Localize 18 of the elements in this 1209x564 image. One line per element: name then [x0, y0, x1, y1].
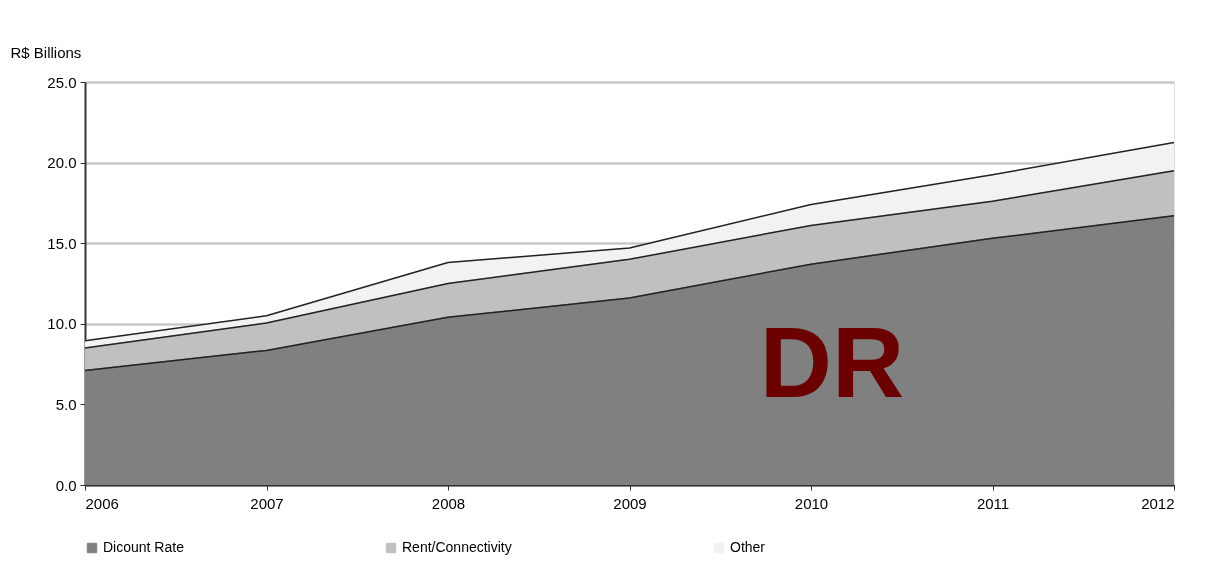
- x-tick-label: 2007: [250, 494, 284, 512]
- y-tick-label: 20.0: [47, 154, 77, 172]
- x-tick-label: 2012: [1141, 494, 1175, 512]
- annotation: DR: [759, 306, 905, 418]
- x-tick-label: 2008: [431, 494, 466, 512]
- y-tick-label: 10.0: [47, 315, 77, 333]
- legend-label: Dicount Rate: [103, 539, 185, 555]
- y-tick-label: 15.0: [47, 234, 77, 252]
- x-tick-label: 2006: [85, 494, 119, 512]
- legend-label: Other: [730, 539, 766, 555]
- x-tick-label: 2009: [613, 494, 647, 512]
- x-tick-label: 2011: [976, 494, 1010, 512]
- x-tick-label: 2010: [794, 494, 829, 512]
- y-axis-title: R$ Billions: [10, 43, 82, 61]
- y-tick-label: 25.0: [47, 73, 77, 91]
- y-tick-label: 0.0: [55, 476, 77, 494]
- y-tick-label: 5.0: [55, 395, 77, 413]
- legend-label: Rent/Connectivity: [402, 539, 512, 555]
